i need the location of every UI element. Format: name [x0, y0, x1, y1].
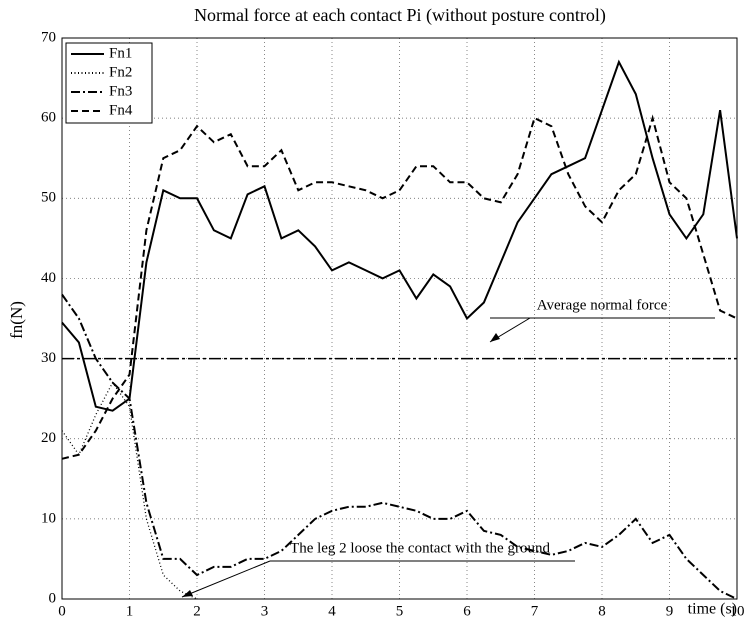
legend-label: Fn2 — [109, 64, 132, 80]
x-tick-label: 3 — [261, 603, 269, 619]
x-tick-label: 7 — [531, 603, 539, 619]
series-line — [61, 293, 738, 600]
y-tick-label: 30 — [41, 350, 56, 366]
annotation: The leg 2 loose the contact with the gro… — [290, 540, 550, 556]
y-axis-label: fn(N) — [7, 301, 26, 339]
x-tick-label: 6 — [463, 603, 471, 619]
legend-label: Fn4 — [109, 102, 133, 118]
x-tick-label: 0 — [58, 603, 66, 619]
y-tick-label: 40 — [41, 270, 56, 286]
y-tick-label: 20 — [41, 430, 56, 446]
x-tick-label: 1 — [126, 603, 134, 619]
y-tick-label: 70 — [41, 29, 56, 45]
plot-frame — [61, 37, 738, 600]
arrow-head — [182, 590, 193, 597]
y-tick-label: 10 — [41, 510, 56, 526]
series-line — [61, 381, 198, 600]
x-tick-label: 10 — [730, 603, 745, 619]
chart-title: Normal force at each contact Pi (without… — [194, 5, 606, 26]
y-tick-label: 60 — [41, 110, 56, 126]
annotation: Average normal force — [537, 297, 668, 313]
series-line — [61, 59, 738, 412]
x-tick-label: 2 — [193, 603, 201, 619]
y-tick-label: 50 — [41, 190, 56, 206]
legend-label: Fn1 — [109, 45, 132, 61]
legend-box — [65, 42, 153, 124]
annotation-arrow — [181, 560, 271, 598]
x-tick-label: 5 — [396, 603, 404, 619]
x-axis-label: time (s) — [688, 601, 737, 618]
y-tick-label: 0 — [49, 590, 57, 606]
x-tick-label: 9 — [666, 603, 674, 619]
x-tick-label: 8 — [598, 603, 606, 619]
legend-label: Fn3 — [109, 83, 132, 99]
arrow-head — [490, 333, 500, 342]
x-tick-label: 4 — [328, 603, 336, 619]
series-line — [61, 114, 738, 460]
